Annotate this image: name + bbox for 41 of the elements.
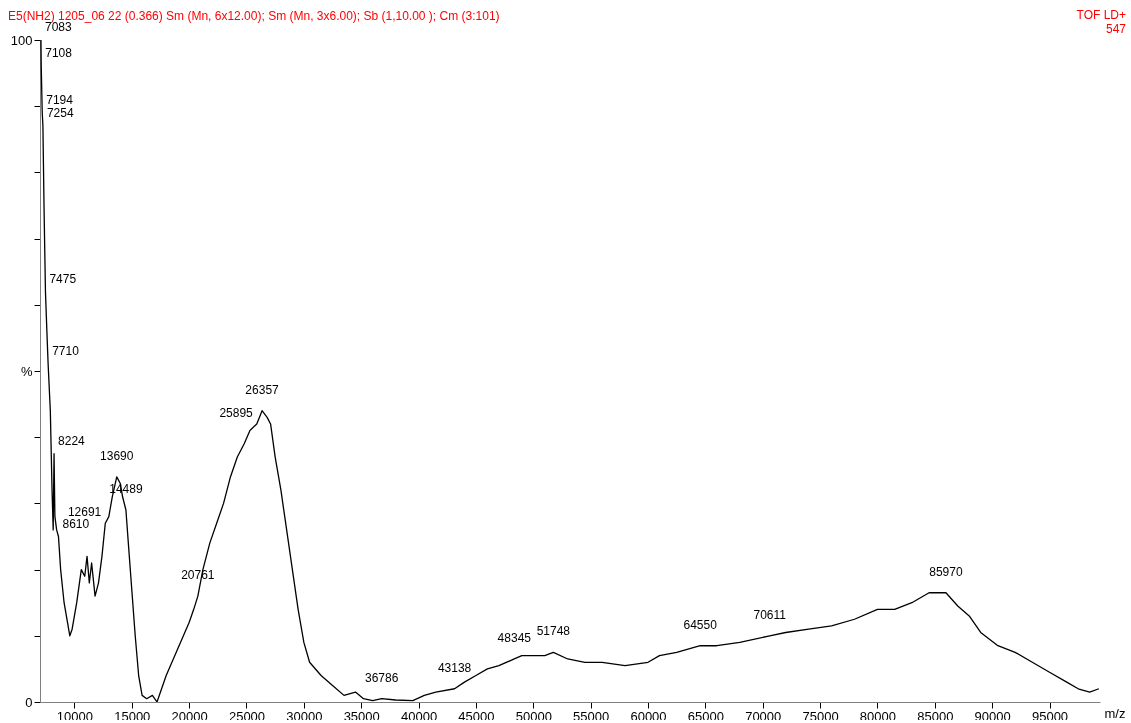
annotation: 43138 bbox=[437, 660, 472, 675]
x-tick-label: 35000 bbox=[343, 708, 380, 723]
x-tick-label: 65000 bbox=[687, 708, 724, 723]
x-tick-label: 40000 bbox=[400, 708, 438, 723]
annotation: 70611 bbox=[753, 607, 787, 622]
annotation: 7194 bbox=[46, 92, 74, 107]
x-tick-label: 20000 bbox=[171, 708, 208, 723]
annotation: 7475 bbox=[49, 271, 77, 286]
x-tick-label: 70000 bbox=[745, 708, 782, 723]
x-tick-label: 55000 bbox=[573, 708, 610, 723]
x-tick-label: 80000 bbox=[859, 708, 897, 723]
x-tick-label: 75000 bbox=[802, 708, 839, 723]
x-tick-label: 95000 bbox=[1031, 708, 1069, 723]
annotation: 36786 bbox=[365, 670, 399, 685]
annotation: 64550 bbox=[683, 617, 718, 632]
annotation: 7108 bbox=[45, 46, 73, 61]
x-tick-label: 10000 bbox=[56, 708, 93, 723]
annotation: 13690 bbox=[100, 448, 134, 463]
x-tick-label: 85000 bbox=[917, 708, 954, 723]
annotation: 7710 bbox=[52, 344, 80, 359]
annotation: 85970 bbox=[929, 564, 963, 579]
annotation: 25895 bbox=[219, 405, 254, 420]
y-tick-label: % bbox=[20, 363, 33, 379]
x-axis-title: m/z bbox=[1104, 705, 1126, 721]
x-tick-label: 50000 bbox=[515, 708, 552, 723]
x-tick-label: 45000 bbox=[458, 708, 495, 723]
y-tick-label: 100 bbox=[10, 32, 33, 48]
annotation: 7254 bbox=[46, 106, 74, 121]
x-tick-label: 90000 bbox=[974, 708, 1011, 723]
annotation: 51748 bbox=[536, 624, 571, 639]
x-tick-label: 60000 bbox=[630, 708, 667, 723]
annotation: 26357 bbox=[245, 382, 280, 397]
y-tick-label: 0 bbox=[25, 694, 33, 710]
annotation: 48345 bbox=[497, 630, 532, 645]
x-tick-label: 30000 bbox=[286, 708, 323, 723]
x-tick-label: 15000 bbox=[114, 708, 151, 723]
text: TOF LD+ bbox=[1076, 8, 1126, 22]
text: 547 bbox=[1105, 22, 1127, 36]
chart-title: E5(NH2) 1205_06 22 (0.366) Sm (Mn, 6x12.00); Sm (Mn, 3x6.00); Sb (1,10.00 ); Cm (3:101) bbox=[8, 9, 500, 23]
annotation: 8224 bbox=[58, 433, 86, 448]
x-tick-label: 25000 bbox=[228, 708, 266, 723]
